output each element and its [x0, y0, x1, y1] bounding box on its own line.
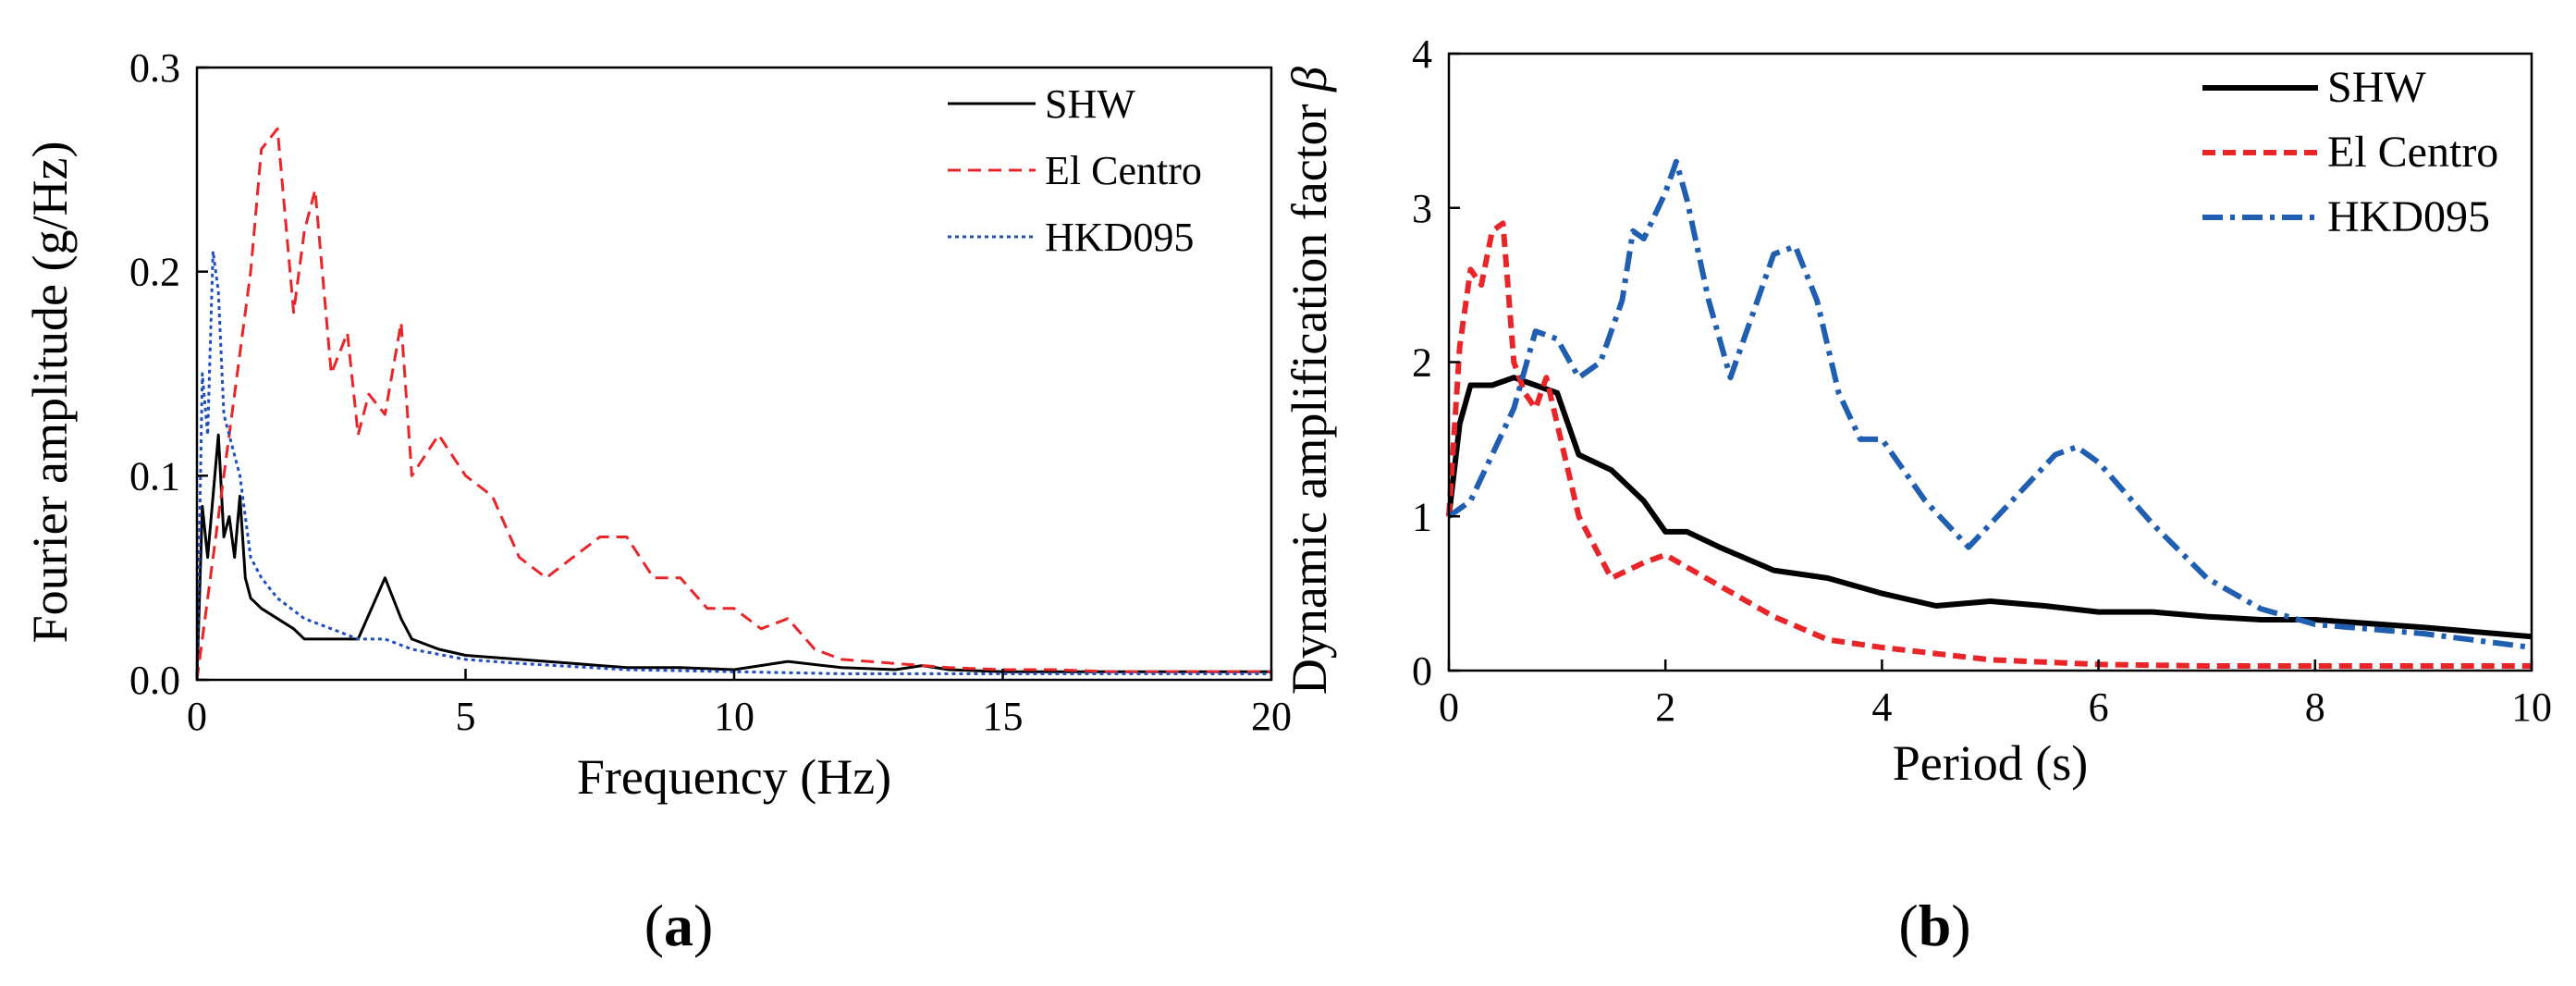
x-tick-label-b: 10 — [2511, 684, 2552, 730]
x-tick-label-b: 4 — [1871, 684, 1892, 730]
x-tick-label-a: 20 — [1251, 694, 1292, 739]
y-axis-title-b: Dynamic amplification factor β — [1282, 67, 1337, 695]
chart-panel-a: 0 5 10 15 20 0.0 0.1 0.2 0.3 Frequency (Hz) Fourie… — [22, 45, 1292, 958]
series-line-b-hkd095 — [1447, 158, 2533, 650]
y-tick-label-b: 2 — [1412, 340, 1432, 386]
series-line-a-shw — [195, 433, 1271, 681]
series-line-b-shw — [1446, 375, 2533, 640]
y-tick-label-b: 4 — [1412, 31, 1432, 77]
y-tick-label-a: 0.1 — [129, 453, 180, 499]
y-tick-label-a: 0.2 — [129, 250, 180, 295]
x-axis-title-b: Period (s) — [1893, 735, 2088, 791]
y-tick-label-b: 1 — [1412, 494, 1432, 539]
legend-label-b: El Centro — [2327, 128, 2498, 177]
y-tick-label-b: 3 — [1412, 186, 1432, 231]
x-tick-label-b: 6 — [2089, 684, 2109, 730]
y-tick-label-a: 0.0 — [129, 658, 180, 703]
y-axis-title-a: Fourier amplitude (g/Hz) — [22, 142, 78, 644]
series-line-a-el-centro — [195, 127, 1271, 681]
y-tick-label-a: 0.3 — [129, 45, 180, 91]
series-line-a-hkd095 — [195, 250, 1271, 681]
x-tick-label-b: 2 — [1655, 684, 1675, 730]
legend-label-b: HKD095 — [2327, 192, 2490, 241]
panel-label-b: (b) — [1898, 893, 1970, 958]
y-tick-label-b: 0 — [1412, 648, 1432, 694]
x-tick-label-a: 15 — [983, 694, 1024, 739]
legend-label-b: SHW — [2327, 63, 2426, 112]
x-tick-label-a: 10 — [714, 694, 754, 739]
x-tick-label-a: 0 — [187, 694, 207, 739]
legend-label-a: HKD095 — [1045, 215, 1194, 260]
x-tick-label-b: 8 — [2305, 684, 2325, 730]
x-axis-title-a: Frequency (Hz) — [577, 749, 891, 805]
panel-label-a: (a) — [644, 893, 714, 958]
x-tick-label-a: 5 — [456, 694, 476, 739]
legend-label-a: SHW — [1045, 81, 1135, 127]
x-tick-label-b: 0 — [1439, 684, 1459, 730]
legend-label-a: El Centro — [1045, 148, 1202, 193]
